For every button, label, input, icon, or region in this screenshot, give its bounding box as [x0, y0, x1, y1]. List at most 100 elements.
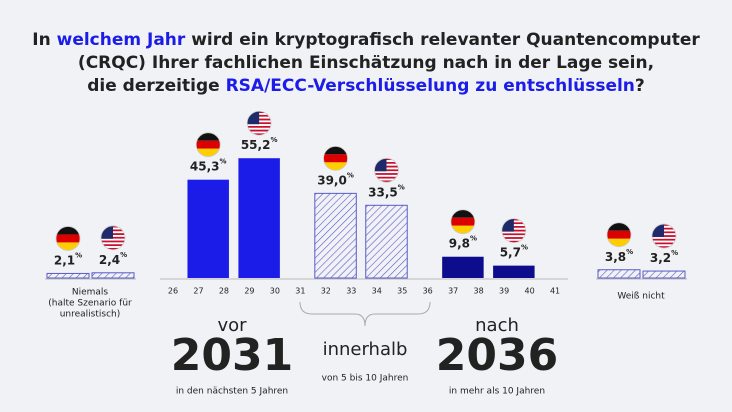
flag-body: [196, 132, 221, 157]
period-caption: in den nächsten 5 Jahren: [176, 387, 288, 397]
flag-body: [247, 111, 272, 136]
bar: [91, 272, 135, 279]
flag-stripe: [450, 217, 475, 226]
value-number: 2,1: [54, 253, 75, 267]
flag-stripe: [196, 148, 221, 157]
title-segment: wird ein kryptografisch relevanter Quant…: [185, 30, 700, 50]
x-tick-label: 29: [244, 287, 254, 296]
x-tick-label: 40: [524, 287, 534, 296]
value-label: 39,0%: [317, 171, 354, 187]
flag-de: [323, 145, 348, 171]
flag-stripe: [374, 171, 399, 174]
flag-stripe: [501, 233, 526, 236]
title-segment: RSA/ECC-Verschlüsselung zu entschlüsseln: [226, 76, 635, 96]
flag-stripe: [247, 133, 272, 136]
value-unit: %: [270, 136, 277, 144]
x-tick-label: 36: [423, 287, 433, 296]
flag-stripe: [450, 225, 475, 234]
flag-stripe: [652, 244, 676, 247]
flag-stripe: [247, 129, 272, 132]
bar: [642, 270, 686, 279]
title-segment: ?: [635, 76, 645, 96]
value-label: 3,2%: [650, 249, 678, 265]
x-tick-label: 27: [193, 287, 203, 296]
value-label: 9,8%: [449, 235, 477, 251]
flag-shadow: [100, 225, 126, 251]
value-label: 45,3%: [190, 158, 227, 174]
flag-body: [450, 209, 475, 234]
flag-stripe: [501, 237, 526, 239]
bar: [442, 256, 484, 278]
flag-stripe: [247, 127, 272, 130]
flag-stripe: [501, 240, 526, 243]
x-tick-label: 32: [321, 287, 331, 296]
flag-stripe: [323, 146, 348, 155]
flag-stripe: [501, 238, 526, 241]
x-tick-label: 39: [499, 287, 509, 296]
value-unit: %: [120, 251, 127, 259]
value-unit: %: [626, 248, 633, 256]
value-unit: %: [398, 183, 405, 191]
value-label: 5,7%: [500, 244, 528, 259]
flag-de: [55, 226, 81, 251]
flag-stripe: [323, 162, 348, 171]
value-unit: %: [470, 235, 477, 243]
period-prefix: nach: [475, 315, 519, 336]
bar: [493, 265, 535, 278]
flag-stripe: [56, 242, 80, 251]
flag-body: [374, 158, 399, 183]
bar: [597, 269, 641, 279]
flag-shadow: [195, 132, 221, 158]
x-tick-label: 33: [346, 287, 356, 296]
flag-shadow: [323, 145, 348, 171]
flag-shadow: [246, 110, 272, 136]
flag-stripe: [374, 173, 399, 175]
x-tick-label: 38: [474, 287, 484, 296]
value-number: 55,2: [241, 138, 271, 152]
flag-stripe: [607, 222, 631, 231]
flag-shadow: [374, 157, 399, 183]
flag-stripe: [56, 226, 80, 235]
title-segment: In: [32, 30, 56, 50]
flag-us: [501, 218, 527, 244]
bracket: [299, 301, 431, 327]
period-prefix: vor: [217, 315, 247, 336]
value-number: 3,8: [605, 249, 626, 263]
value-label: 33,5%: [368, 183, 405, 199]
flag-stripe: [196, 132, 221, 141]
value-label: 55,2%: [241, 136, 278, 152]
period-year: 2036: [436, 330, 558, 381]
title-segment: die derzeitige: [87, 76, 225, 96]
flag-stripe: [101, 247, 125, 250]
flag-body: [652, 224, 676, 249]
flag-stripe: [501, 231, 526, 234]
x-tick-label: 28: [219, 287, 229, 296]
flag-stripe: [56, 234, 80, 243]
x-tick-label: 31: [295, 287, 305, 296]
flag-stripe: [652, 240, 676, 243]
flag-stripe: [652, 242, 676, 245]
bar: [46, 272, 90, 279]
period-year: 2031: [171, 330, 293, 381]
x-tick-label: 35: [397, 287, 407, 296]
value-label: 2,4%: [99, 251, 127, 267]
flag-body: [56, 226, 80, 251]
flag-shadow: [501, 218, 527, 244]
bar: [314, 192, 357, 279]
flag-de: [195, 132, 221, 158]
flag-us: [246, 110, 272, 136]
flag-stripe: [101, 240, 125, 243]
bar: [238, 158, 280, 278]
flag-stripe: [607, 238, 631, 247]
value-number: 2,4: [99, 252, 120, 266]
x-tick-label: 41: [550, 287, 560, 296]
value-unit: %: [220, 158, 227, 166]
x-tick-label: 34: [372, 287, 382, 296]
flag-stripe: [374, 174, 399, 177]
flag-stripe: [652, 238, 676, 241]
flag-shadow: [651, 223, 677, 249]
side-label: Niemals: [72, 288, 109, 298]
flag-stripe: [501, 235, 526, 238]
flag-stripe: [323, 154, 348, 163]
